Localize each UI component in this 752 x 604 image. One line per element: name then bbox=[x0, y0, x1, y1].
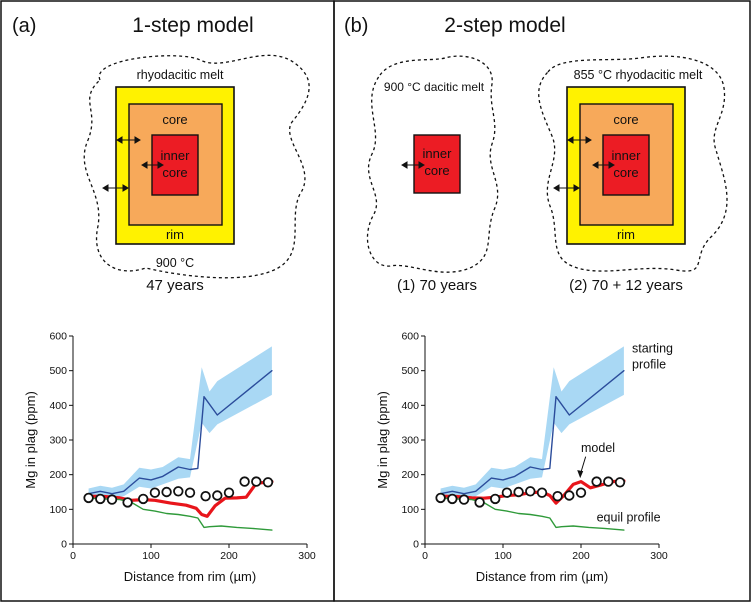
series-line-starting-profile bbox=[439, 370, 625, 495]
inner-core-label-2: core bbox=[162, 165, 187, 180]
data-point bbox=[536, 487, 548, 498]
y-tick-label: 400 bbox=[401, 400, 419, 412]
data-point bbox=[184, 487, 196, 498]
data-point bbox=[106, 494, 118, 505]
x-axis-label: Distance from rim (µm) bbox=[476, 569, 608, 584]
data-point bbox=[575, 487, 587, 498]
y-tick-label: 0 bbox=[61, 539, 67, 551]
y-tick-label: 300 bbox=[401, 435, 419, 447]
uncertainty-band bbox=[440, 346, 624, 499]
rim-label: rim bbox=[166, 227, 184, 242]
annotation-arrowhead bbox=[577, 470, 584, 479]
melt-label: rhyodacitic melt bbox=[137, 68, 224, 82]
data-point bbox=[474, 497, 485, 508]
data-point bbox=[458, 494, 470, 505]
core-label: core bbox=[613, 112, 638, 127]
crystal-diagram-b2: 855 °C rhyodacitic melt core inner core … bbox=[538, 55, 728, 294]
annotation-starting-profile: starting bbox=[632, 342, 673, 356]
data-point bbox=[239, 476, 250, 487]
crystal-diagram-b1: 900 °C dacitic melt inner core (1) 70 ye… bbox=[366, 55, 499, 294]
series-line-starting-profile bbox=[87, 370, 273, 495]
data-point bbox=[262, 477, 274, 488]
rim-label: rim bbox=[617, 227, 635, 242]
data-point bbox=[614, 477, 626, 488]
inner-core-label-1: inner bbox=[612, 148, 642, 163]
x-tick-label: 0 bbox=[70, 550, 76, 562]
x-tick-label: 100 bbox=[494, 550, 512, 562]
annotation-model: model bbox=[581, 441, 615, 455]
core-label: core bbox=[162, 112, 187, 127]
melt-boundary bbox=[366, 55, 499, 273]
uncertainty-band bbox=[88, 346, 272, 499]
melt-boundary bbox=[538, 55, 728, 272]
panel-letter-a: (a) bbox=[12, 15, 36, 37]
panel-letter-b: (b) bbox=[344, 15, 368, 37]
temperature-label: 900 °C bbox=[156, 256, 194, 270]
x-tick-label: 300 bbox=[298, 550, 316, 562]
data-point bbox=[525, 486, 536, 497]
x-tick-label: 200 bbox=[572, 550, 590, 562]
data-point bbox=[513, 486, 524, 498]
inner-core-label-1: inner bbox=[423, 146, 453, 161]
x-tick-label: 300 bbox=[650, 550, 668, 562]
data-point bbox=[223, 487, 235, 498]
panel-frame-b bbox=[333, 0, 751, 602]
chart-mg-profile-b: 0 100 200 300 0 100 200 300 400 500 600 Distance fr… bbox=[375, 331, 673, 585]
y-tick-label: 100 bbox=[401, 504, 419, 516]
data-point bbox=[149, 487, 161, 498]
y-tick-label: 100 bbox=[49, 504, 67, 516]
data-point bbox=[161, 486, 172, 498]
inner-core-label-1: inner bbox=[161, 148, 191, 163]
duration-caption: (2) 70 + 12 years bbox=[569, 277, 683, 294]
inner-core-label-2: core bbox=[424, 163, 449, 178]
data-point bbox=[564, 490, 575, 501]
data-point bbox=[435, 492, 446, 504]
data-point bbox=[173, 486, 184, 497]
melt-boundary bbox=[83, 54, 310, 279]
y-axis-label: Mg in plag (ppm) bbox=[375, 391, 390, 489]
data-point bbox=[122, 497, 133, 508]
melt-label: 855 °C rhyodacitic melt bbox=[574, 68, 703, 82]
data-point bbox=[447, 493, 458, 505]
y-tick-label: 200 bbox=[401, 469, 419, 481]
y-tick-label: 500 bbox=[49, 365, 67, 377]
melt-label: 900 °C dacitic melt bbox=[384, 80, 485, 94]
data-point bbox=[490, 493, 501, 505]
y-tick-label: 0 bbox=[413, 539, 419, 551]
y-tick-label: 500 bbox=[401, 365, 419, 377]
annotation-starting-profile: profile bbox=[632, 358, 666, 372]
data-point bbox=[137, 493, 149, 505]
data-point bbox=[251, 476, 262, 487]
y-tick-label: 600 bbox=[401, 331, 419, 343]
data-point bbox=[603, 476, 614, 487]
data-point bbox=[501, 487, 513, 498]
data-point bbox=[83, 492, 94, 504]
annotation-equil-profile: equil profile bbox=[597, 510, 661, 524]
chart-mg-profile-a: 0 100 200 300 0 100 200 300 400 500 600 Distance fr… bbox=[23, 331, 316, 585]
y-tick-label: 600 bbox=[49, 331, 67, 343]
x-tick-label: 0 bbox=[422, 550, 428, 562]
data-point bbox=[591, 476, 602, 487]
y-axis-label: Mg in plag (ppm) bbox=[23, 391, 38, 489]
y-tick-label: 400 bbox=[49, 400, 67, 412]
data-point bbox=[212, 490, 223, 501]
duration-caption: (1) 70 years bbox=[397, 277, 477, 294]
duration-caption: 47 years bbox=[146, 277, 204, 294]
y-tick-label: 200 bbox=[49, 469, 67, 481]
x-axis-label: Distance from rim (µm) bbox=[124, 569, 256, 584]
panel-title-b: 2-step model bbox=[444, 14, 565, 37]
data-point bbox=[552, 491, 563, 502]
y-tick-label: 300 bbox=[49, 435, 67, 447]
x-tick-label: 100 bbox=[142, 550, 160, 562]
data-point bbox=[95, 493, 106, 505]
inner-core-label-2: core bbox=[613, 165, 638, 180]
x-tick-label: 200 bbox=[220, 550, 238, 562]
data-point bbox=[200, 491, 211, 502]
crystal-diagram-a: rhyodacitic melt core inner core rim 900… bbox=[83, 54, 310, 294]
panel-title-a: 1-step model bbox=[132, 14, 253, 37]
